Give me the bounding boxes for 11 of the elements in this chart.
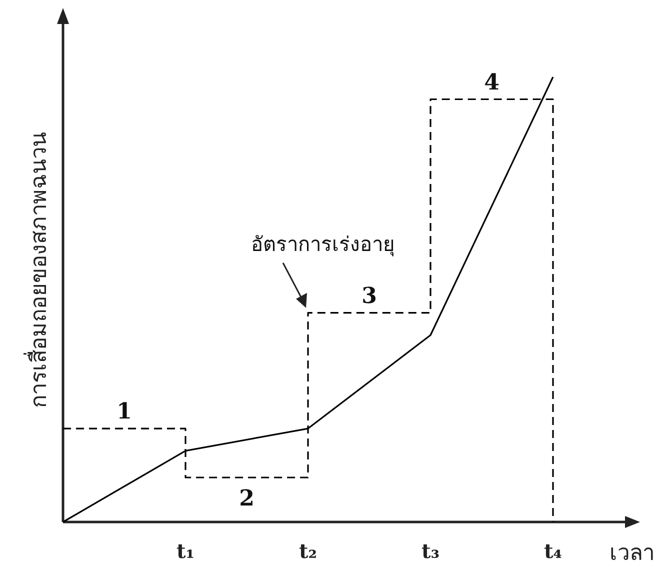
x-tick-label: t₃ bbox=[422, 539, 440, 563]
y-axis-title: การเสื่อมถอยของสภาพฉนวน bbox=[23, 132, 52, 408]
x-axis-title: เวลา bbox=[610, 541, 654, 566]
x-tick-label: t₁ bbox=[176, 539, 194, 563]
annotation: 3 bbox=[362, 282, 377, 309]
annotation: 1 bbox=[116, 398, 132, 425]
x-tick-label: t₄ bbox=[544, 539, 562, 563]
annotation: อัตราการเร่งอายุ bbox=[251, 232, 395, 257]
annotation: 2 bbox=[239, 486, 254, 512]
x-tick-label: t₂ bbox=[299, 539, 317, 563]
annotation: 4 bbox=[484, 69, 500, 96]
